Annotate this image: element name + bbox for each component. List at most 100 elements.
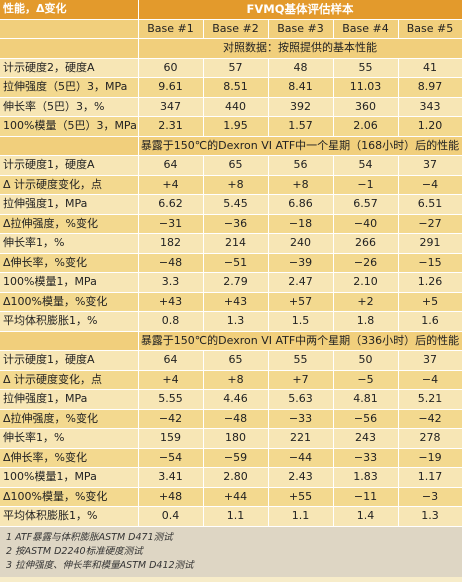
table-cell: 360 bbox=[333, 97, 399, 117]
table-row: Δ 计示硬度变化，点 +4 +8 +8 −1 −4 bbox=[0, 175, 462, 195]
table-cell: 3.3 bbox=[138, 272, 204, 293]
table-cell: −27 bbox=[398, 214, 462, 234]
table-cell: 0.8 bbox=[138, 311, 204, 332]
table-cell: 6.62 bbox=[138, 194, 204, 215]
table-cell: +57 bbox=[268, 292, 334, 312]
table-cell: −51 bbox=[203, 253, 269, 273]
table-cell: −11 bbox=[333, 487, 399, 507]
table-cell: 240 bbox=[268, 233, 334, 254]
table-cell: 2.80 bbox=[203, 467, 269, 488]
table-cell: 8.51 bbox=[203, 77, 269, 98]
table-cell: +44 bbox=[203, 487, 269, 507]
table-row: Δ伸长率，%变化 −54 −59 −44 −33 −19 bbox=[0, 448, 462, 468]
table-cell: +43 bbox=[203, 292, 269, 312]
table-row: 伸长率1，% 159 180 221 243 278 bbox=[0, 428, 462, 449]
row-label: 计示硬度1，硬度A bbox=[0, 350, 139, 371]
table-cell: 347 bbox=[138, 97, 204, 117]
table-cell: 57 bbox=[203, 58, 269, 78]
table-cell: +8 bbox=[203, 175, 269, 195]
row-label: 伸长率1，% bbox=[0, 233, 139, 254]
section-title: 暴露于150℃的Dexron VI ATF中两个星期（336小时）后的性能 bbox=[138, 331, 462, 351]
table-cell: 343 bbox=[398, 97, 462, 117]
header-right-title: FVMQ基体评估样本 bbox=[138, 0, 462, 20]
table-cell: −31 bbox=[138, 214, 204, 234]
row-label: Δ100%模量，%变化 bbox=[0, 292, 139, 312]
table-cell: 8.41 bbox=[268, 77, 334, 98]
table-cell: −1 bbox=[333, 175, 399, 195]
row-label: Δ 计示硬度变化，点 bbox=[0, 175, 139, 195]
table-cell: +48 bbox=[138, 487, 204, 507]
table-cell: 266 bbox=[333, 233, 399, 254]
footnote: 3 拉伸强度、伸长率和模量ASTM D412测试 bbox=[6, 559, 194, 571]
table-cell: 2.31 bbox=[138, 116, 204, 137]
table-cell: +43 bbox=[138, 292, 204, 312]
table-cell: 392 bbox=[268, 97, 334, 117]
table-cell: 6.57 bbox=[333, 194, 399, 215]
table-cell: −33 bbox=[333, 448, 399, 468]
table-cell: −36 bbox=[203, 214, 269, 234]
column-header: Base #5 bbox=[398, 19, 462, 39]
table-cell: 1.26 bbox=[398, 272, 462, 293]
table-cell: 41 bbox=[398, 58, 462, 78]
table-cell: 1.83 bbox=[333, 467, 399, 488]
column-header: Base #3 bbox=[268, 19, 334, 39]
table-cell: 5.21 bbox=[398, 389, 462, 410]
table-cell: 11.03 bbox=[333, 77, 399, 98]
table-row: Δ伸长率，%变化 −48 −51 −39 −26 −15 bbox=[0, 253, 462, 273]
table-cell: 8.97 bbox=[398, 77, 462, 98]
row-label: Δ 计示硬度变化，点 bbox=[0, 370, 139, 390]
table-cell: 5.63 bbox=[268, 389, 334, 410]
table-row: 拉伸强度1，MPa 6.62 5.45 6.86 6.57 6.51 bbox=[0, 194, 462, 215]
section-title: 暴露于150℃的Dexron VI ATF中一个星期（168小时）后的性能 bbox=[138, 136, 462, 156]
table-cell: −26 bbox=[333, 253, 399, 273]
section-title: 对照数据：按照提供的基本性能 bbox=[138, 38, 462, 59]
table-cell: −44 bbox=[268, 448, 334, 468]
row-label: 100%模量（5巴）3，MPa bbox=[0, 116, 139, 137]
table-cell: −40 bbox=[333, 214, 399, 234]
table-row: 100%模量1，MPa 3.41 2.80 2.43 1.83 1.17 bbox=[0, 467, 462, 488]
table-cell: 55 bbox=[268, 350, 334, 371]
row-label: Δ100%模量，%变化 bbox=[0, 487, 139, 507]
row-label: 100%模量1，MPa bbox=[0, 467, 139, 488]
row-label: 伸长率1，% bbox=[0, 428, 139, 449]
table-cell: −39 bbox=[268, 253, 334, 273]
table-cell: 214 bbox=[203, 233, 269, 254]
table-cell: 278 bbox=[398, 428, 462, 449]
table-cell: −33 bbox=[268, 409, 334, 429]
table-cell: 182 bbox=[138, 233, 204, 254]
table-cell: 65 bbox=[203, 155, 269, 176]
table-cell: 65 bbox=[203, 350, 269, 371]
row-label: Δ拉伸强度，%变化 bbox=[0, 409, 139, 429]
table-cell: 1.8 bbox=[333, 311, 399, 332]
table-cell: 6.86 bbox=[268, 194, 334, 215]
table-cell: 291 bbox=[398, 233, 462, 254]
table-cell: 2.43 bbox=[268, 467, 334, 488]
table-cell: 37 bbox=[398, 350, 462, 371]
table-cell: −15 bbox=[398, 253, 462, 273]
table-cell: −42 bbox=[138, 409, 204, 429]
table-cell: 0.4 bbox=[138, 506, 204, 527]
column-header: Base #1 bbox=[138, 19, 204, 39]
table-cell: −59 bbox=[203, 448, 269, 468]
table-cell: +2 bbox=[333, 292, 399, 312]
table-cell: −4 bbox=[398, 370, 462, 390]
footnotes: 1 ATF暴露与体积膨胀ASTM D471测试 2 按ASTM D2240标准硬… bbox=[0, 526, 462, 577]
table-cell: 4.81 bbox=[333, 389, 399, 410]
table-cell: 3.41 bbox=[138, 467, 204, 488]
table-row: 计示硬度1，硬度A 64 65 55 50 37 bbox=[0, 350, 462, 371]
table-cell: 1.6 bbox=[398, 311, 462, 332]
row-label: 计示硬度1，硬度A bbox=[0, 155, 139, 176]
table-cell: 60 bbox=[138, 58, 204, 78]
section-title-blank bbox=[0, 38, 139, 59]
table-cell: −18 bbox=[268, 214, 334, 234]
section-title-blank bbox=[0, 331, 139, 351]
table-row: 伸长率（5巴）3，% 347 440 392 360 343 bbox=[0, 97, 462, 117]
table-cell: 5.45 bbox=[203, 194, 269, 215]
column-header: Base #4 bbox=[333, 19, 399, 39]
table-row: 伸长率1，% 182 214 240 266 291 bbox=[0, 233, 462, 254]
table-cell: 440 bbox=[203, 97, 269, 117]
table-row: Δ100%模量，%变化 +43 +43 +57 +2 +5 bbox=[0, 292, 462, 312]
table-cell: 5.55 bbox=[138, 389, 204, 410]
table-cell: 2.10 bbox=[333, 272, 399, 293]
table-cell: 2.79 bbox=[203, 272, 269, 293]
